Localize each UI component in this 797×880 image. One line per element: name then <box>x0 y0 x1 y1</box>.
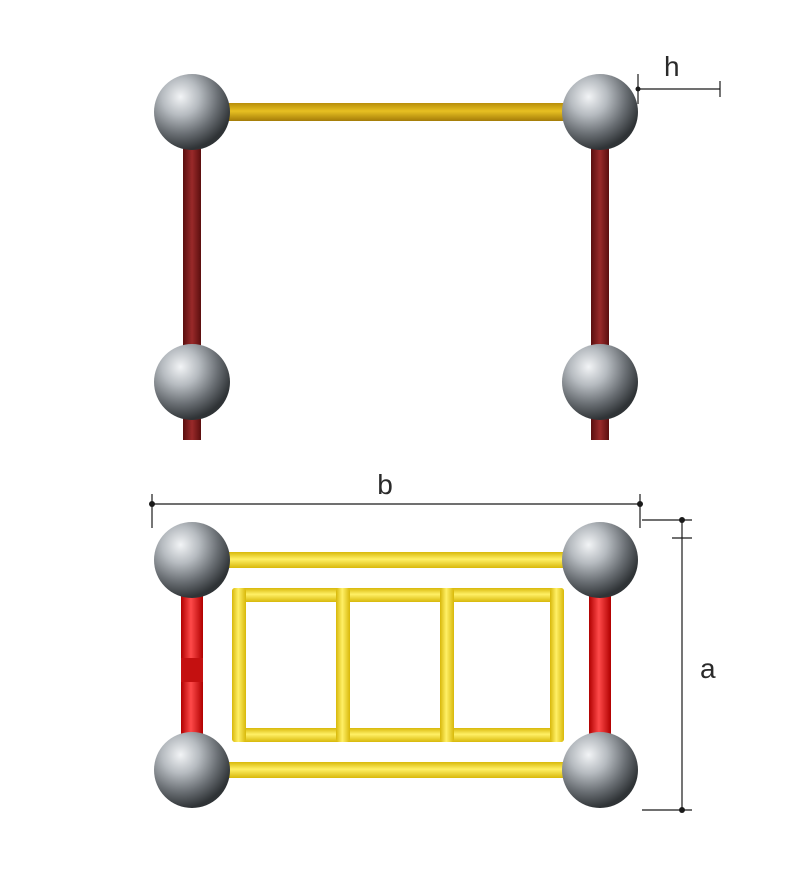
ladder-inner-top <box>232 588 564 602</box>
dimension-a <box>642 517 692 813</box>
ladder-rung-1 <box>232 588 246 742</box>
ladder-rung-4 <box>550 588 564 742</box>
label-a: a <box>700 653 716 684</box>
ladder-inner-bottom <box>232 728 564 742</box>
sphere-bottom-right <box>562 344 638 420</box>
sphere-top-left <box>154 74 230 150</box>
label-h: h <box>664 51 680 82</box>
ladder-rung-3 <box>440 588 454 742</box>
plan-sphere-bl <box>154 732 230 808</box>
plan-sphere-tl <box>154 522 230 598</box>
bottom-plan-view <box>154 522 638 808</box>
ladder-rail-top <box>212 552 584 568</box>
sphere-bottom-left <box>154 344 230 420</box>
ladder-rung-2 <box>336 588 350 742</box>
label-b: b <box>377 469 393 500</box>
red-post-right <box>589 584 611 750</box>
sphere-top-right <box>562 74 638 150</box>
plan-sphere-br <box>562 732 638 808</box>
plan-sphere-tr <box>562 522 638 598</box>
red-post-left-band <box>181 658 203 682</box>
ladder-rail-bottom <box>212 762 584 778</box>
top-elevation-view <box>154 74 638 440</box>
top-bar <box>210 103 582 121</box>
dimension-b <box>149 494 643 528</box>
diagram-canvas: h b <box>0 0 797 880</box>
